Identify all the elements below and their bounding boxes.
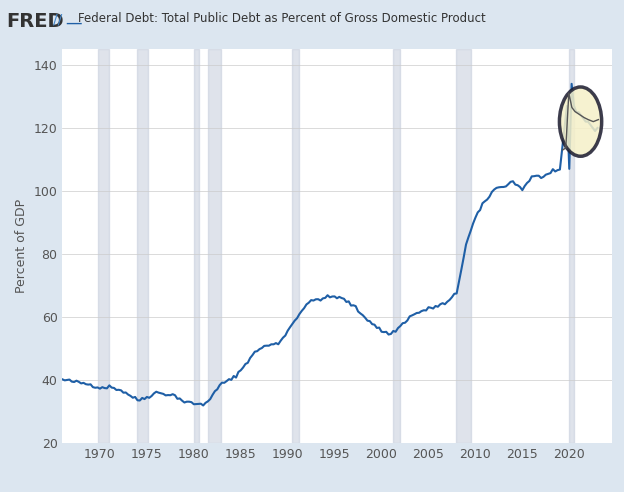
- Bar: [137, 49, 149, 443]
- Text: //: //: [53, 12, 62, 26]
- Bar: [393, 49, 399, 443]
- Bar: [208, 49, 222, 443]
- Bar: [194, 49, 198, 443]
- Bar: [97, 49, 109, 443]
- Bar: [569, 49, 574, 443]
- Text: FRED: FRED: [6, 12, 64, 31]
- Text: Federal Debt: Total Public Debt as Percent of Gross Domestic Product: Federal Debt: Total Public Debt as Perce…: [78, 12, 485, 25]
- Bar: [456, 49, 470, 443]
- Y-axis label: Percent of GDP: Percent of GDP: [15, 199, 28, 293]
- Ellipse shape: [560, 87, 602, 156]
- Bar: [293, 49, 300, 443]
- Text: —: —: [66, 14, 82, 32]
